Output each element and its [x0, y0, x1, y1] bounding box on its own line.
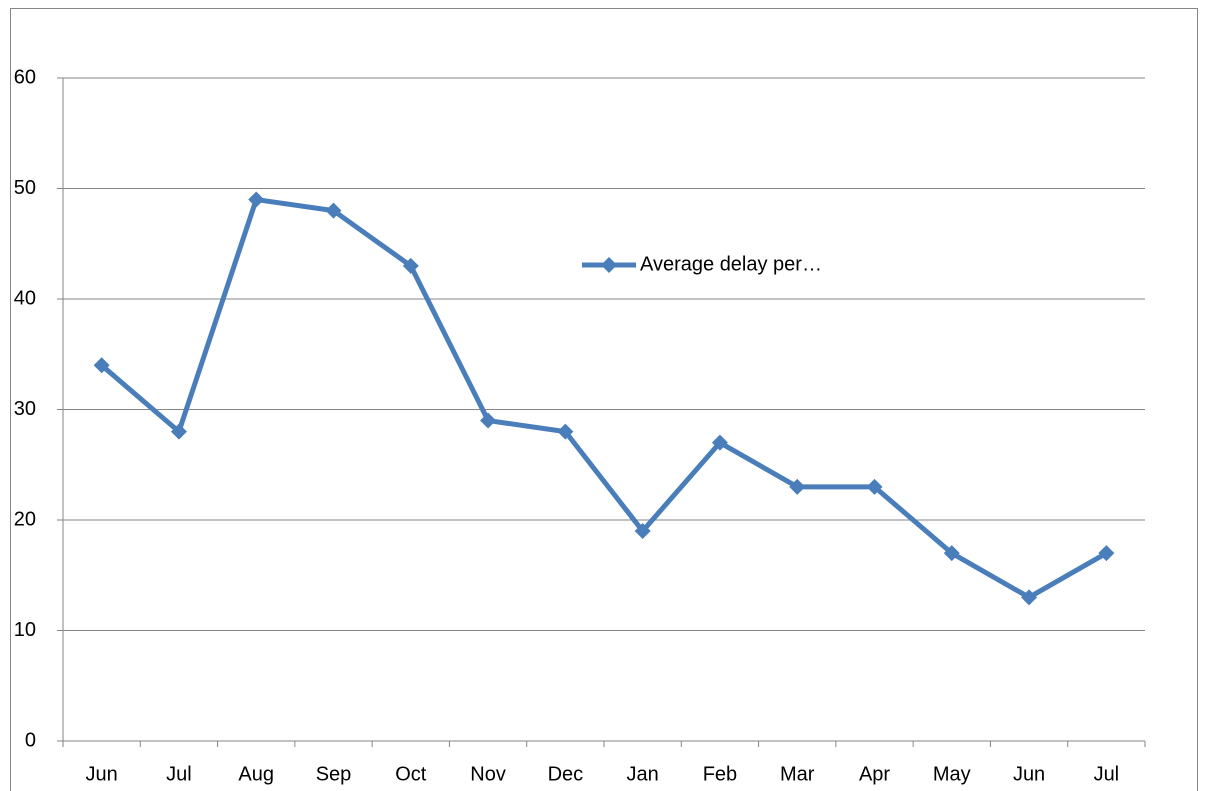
data-marker [789, 478, 806, 495]
y-tick-label: 10 [14, 619, 36, 641]
x-tick-label: Feb [703, 763, 737, 785]
x-tick-label: Aug [238, 763, 274, 785]
data-marker [1021, 589, 1038, 606]
y-tick-label: 20 [14, 508, 36, 530]
x-tick-label: Dec [548, 763, 584, 785]
data-marker [557, 423, 574, 440]
x-tick-label: May [933, 763, 971, 785]
x-tick-label: Apr [859, 763, 890, 785]
data-marker [402, 257, 419, 274]
y-tick-label: 50 [14, 177, 36, 199]
y-tick-label: 30 [14, 398, 36, 420]
data-marker [325, 202, 342, 219]
data-marker [711, 434, 728, 451]
legend-label: Average delay per… [640, 253, 822, 275]
y-tick-label: 0 [25, 729, 36, 751]
x-tick-label: Sep [316, 763, 352, 785]
data-marker [1098, 545, 1115, 562]
x-tick-label: Jul [1094, 763, 1120, 785]
x-tick-label: Mar [780, 763, 815, 785]
data-marker [93, 357, 110, 374]
data-marker [634, 523, 651, 540]
chart-border [10, 8, 1198, 791]
y-tick-label: 60 [14, 66, 36, 88]
x-tick-label: Oct [395, 763, 427, 785]
x-tick-label: Jul [166, 763, 192, 785]
data-line [100, 197, 1108, 600]
y-tick-label: 40 [14, 287, 36, 309]
x-tick-label: Jan [627, 763, 659, 785]
x-tick-label: Jun [1013, 763, 1045, 785]
data-marker [943, 545, 960, 562]
data-marker [866, 478, 883, 495]
data-marker [170, 423, 187, 440]
x-tick-label: Nov [470, 763, 506, 785]
data-marker [480, 412, 497, 429]
data-marker [248, 191, 265, 208]
x-tick-label: Jun [86, 763, 118, 785]
legend-marker [601, 257, 617, 273]
